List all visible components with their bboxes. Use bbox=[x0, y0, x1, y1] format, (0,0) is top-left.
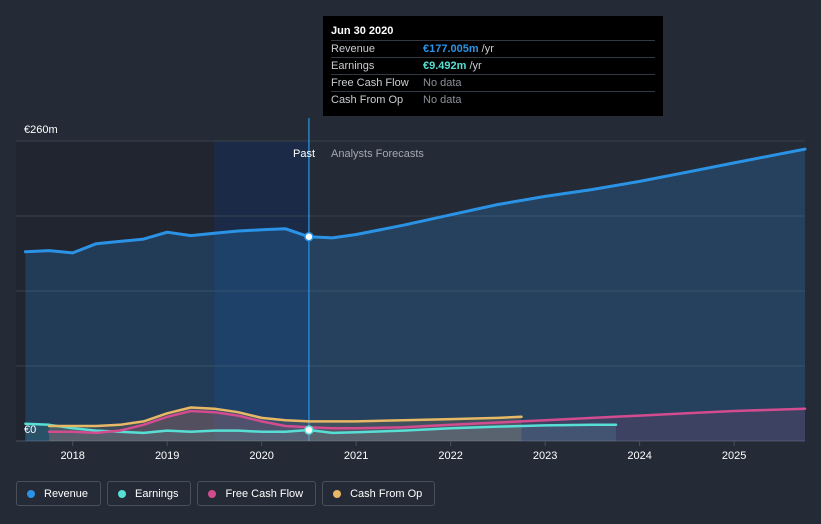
legend-item-cash-from-op[interactable]: Cash From Op bbox=[322, 481, 436, 506]
tooltip-date: Jun 30 2020 bbox=[331, 25, 394, 37]
revenue-area bbox=[25, 149, 805, 441]
x-axis: 2018 2019 2020 2021 2022 2023 2024 2025 bbox=[60, 441, 746, 462]
y-tick-label-bottom: €0 bbox=[24, 424, 36, 436]
legend-dot-icon bbox=[27, 489, 35, 498]
legend-item-free-cash-flow[interactable]: Free Cash Flow bbox=[197, 481, 317, 506]
y-tick-label-top: €260m bbox=[24, 124, 58, 136]
legend-dot-icon bbox=[333, 489, 342, 498]
x-tick-label: 2019 bbox=[155, 450, 179, 462]
x-tick-label: 2024 bbox=[627, 450, 651, 462]
x-tick-label: 2021 bbox=[344, 450, 368, 462]
legend-item-revenue[interactable]: Revenue bbox=[16, 481, 102, 506]
tooltip-label: Free Cash Flow bbox=[331, 77, 409, 89]
tooltip-unit: /yr bbox=[469, 60, 482, 72]
tooltip-earnings-value: €9.492m bbox=[423, 60, 467, 72]
hover-markers bbox=[304, 232, 314, 435]
legend-label: Earnings bbox=[135, 487, 179, 500]
past-region-label: Past bbox=[293, 148, 315, 160]
tooltip-row-revenue: Revenue €177.005m /yr bbox=[331, 40, 655, 57]
tooltip: Jun 30 2020 Revenue €177.005m /yr Earnin… bbox=[323, 16, 663, 116]
tooltip-no-data: No data bbox=[423, 94, 462, 106]
gridlines bbox=[16, 118, 805, 442]
legend-dot-icon bbox=[208, 489, 217, 498]
tooltip-label: Revenue bbox=[331, 43, 376, 55]
legend-label: Revenue bbox=[44, 487, 89, 500]
legend-dot-icon bbox=[118, 489, 127, 498]
x-tick-label: 2023 bbox=[533, 450, 557, 462]
cash-from-op-line bbox=[47, 406, 523, 428]
tooltip-label: Cash From Op bbox=[331, 94, 404, 106]
x-tick-label: 2018 bbox=[60, 450, 84, 462]
x-tick-label: 2022 bbox=[438, 450, 462, 462]
forecast-region-label: Analysts Forecasts bbox=[331, 148, 424, 160]
tooltip-unit: /yr bbox=[481, 43, 494, 55]
tooltip-row-free-cash-flow: Free Cash Flow No data bbox=[331, 74, 655, 91]
legend-label: Cash From Op bbox=[350, 487, 423, 500]
revenue-marker bbox=[304, 232, 314, 242]
legend-item-earnings[interactable]: Earnings bbox=[107, 481, 192, 506]
legend: Revenue Earnings Free Cash Flow Cash Fro… bbox=[16, 481, 436, 506]
tooltip-row-earnings: Earnings €9.492m /yr bbox=[331, 57, 655, 74]
tooltip-row-cash-from-op: Cash From Op No data bbox=[331, 91, 655, 108]
tooltip-revenue-value: €177.005m bbox=[423, 43, 479, 55]
x-tick-label: 2020 bbox=[249, 450, 273, 462]
tooltip-no-data: No data bbox=[423, 77, 462, 89]
tooltip-label: Earnings bbox=[331, 60, 375, 72]
x-tick-label: 2025 bbox=[722, 450, 746, 462]
earnings-marker bbox=[304, 425, 314, 435]
legend-label: Free Cash Flow bbox=[225, 487, 304, 500]
